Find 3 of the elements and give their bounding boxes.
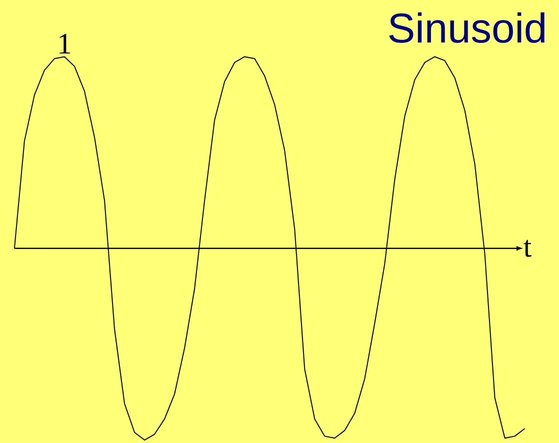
x-axis-title: t (524, 240, 532, 257)
chart-title: Sinusoid (389, 12, 544, 43)
annotation: 1 (60, 34, 70, 54)
